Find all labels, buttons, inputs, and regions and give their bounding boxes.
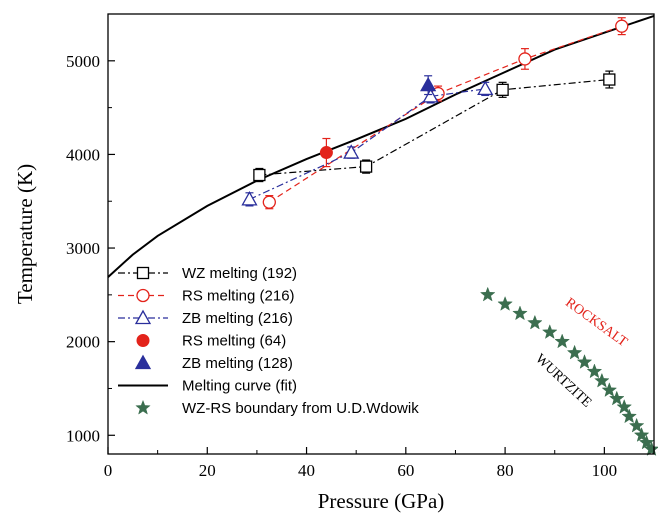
region-annotations: ROCKSALT WURTZITE [532, 295, 630, 410]
series-line [259, 78, 610, 176]
y-tick-label: 2000 [66, 333, 100, 352]
x-tick-label: 100 [592, 461, 618, 480]
data-point [541, 324, 558, 339]
data-point [628, 417, 645, 433]
axes: 0 20 40 60 80 100 1000 2000 3000 4000 5000 [66, 13, 655, 480]
series-layer [241, 17, 658, 456]
legend-marker [134, 354, 152, 370]
data-point [496, 83, 509, 96]
plot-frame [107, 13, 655, 455]
melting-curve-line [107, 14, 655, 278]
legend: WZ melting (192) RS melting (216) ZB mel… [118, 265, 419, 417]
x-tick-label: 20 [199, 461, 216, 480]
y-tick-label: 5000 [66, 52, 100, 71]
data-point [566, 344, 583, 360]
legend-label-melting-fit: Melting curve (fit) [182, 378, 297, 395]
x-tick-label: 60 [397, 461, 414, 480]
y-axis-title: Temperature (K) [13, 164, 37, 304]
data-point [594, 372, 610, 388]
data-point [479, 286, 496, 302]
y-tick-label: 1000 [66, 426, 100, 445]
data-point [343, 144, 360, 159]
data-point [497, 295, 513, 311]
x-tick-label: 80 [497, 461, 514, 480]
data-point [586, 363, 603, 379]
data-point [527, 314, 543, 330]
series-2 [241, 80, 494, 207]
series-4 [420, 75, 437, 96]
x-axis-title: Pressure (GPa) [318, 489, 445, 513]
data-point [253, 168, 266, 182]
series-6 [479, 286, 658, 456]
data-point [241, 191, 258, 206]
series-line [249, 88, 486, 200]
series-line [268, 25, 622, 203]
series-3 [319, 137, 333, 168]
series-0 [253, 70, 616, 183]
legend-label-rs-64: RS melting (64) [182, 333, 286, 350]
legend-label-wz-rs-boundary: WZ-RS boundary from U.D.Wdowik [182, 400, 419, 417]
data-point [633, 427, 650, 442]
data-point [603, 73, 616, 86]
legend-marker [136, 288, 150, 303]
data-point [422, 88, 439, 103]
data-point [616, 398, 633, 414]
x-tick-label: 40 [298, 461, 315, 480]
data-point [518, 52, 532, 66]
legend-marker [135, 399, 151, 415]
data-point [262, 195, 276, 209]
melting-curve-layer [107, 14, 655, 278]
data-point [608, 390, 625, 406]
data-point [420, 76, 437, 92]
legend-label-wz-192: WZ melting (192) [182, 265, 297, 282]
data-point [621, 408, 637, 424]
legend-marker [136, 266, 150, 280]
annotation-rocksalt: ROCKSALT [562, 295, 630, 350]
legend-marker [136, 334, 150, 347]
legend-label-zb-128: ZB melting (128) [182, 355, 293, 372]
data-point [576, 354, 593, 369]
series-1 [262, 17, 629, 210]
data-point [319, 146, 333, 160]
data-point [554, 333, 570, 349]
legend-label-rs-216: RS melting (216) [182, 288, 295, 305]
data-point [601, 382, 618, 397]
data-point [512, 305, 528, 321]
y-tick-label: 4000 [66, 145, 100, 164]
data-point [477, 80, 494, 96]
data-point [359, 160, 373, 173]
data-point [638, 434, 655, 450]
x-tick-label: 0 [104, 461, 113, 480]
y-tick-label: 3000 [66, 239, 100, 258]
legend-marker [134, 309, 152, 325]
data-point [615, 19, 629, 33]
legend-label-zb-216: ZB melting (216) [182, 310, 293, 327]
